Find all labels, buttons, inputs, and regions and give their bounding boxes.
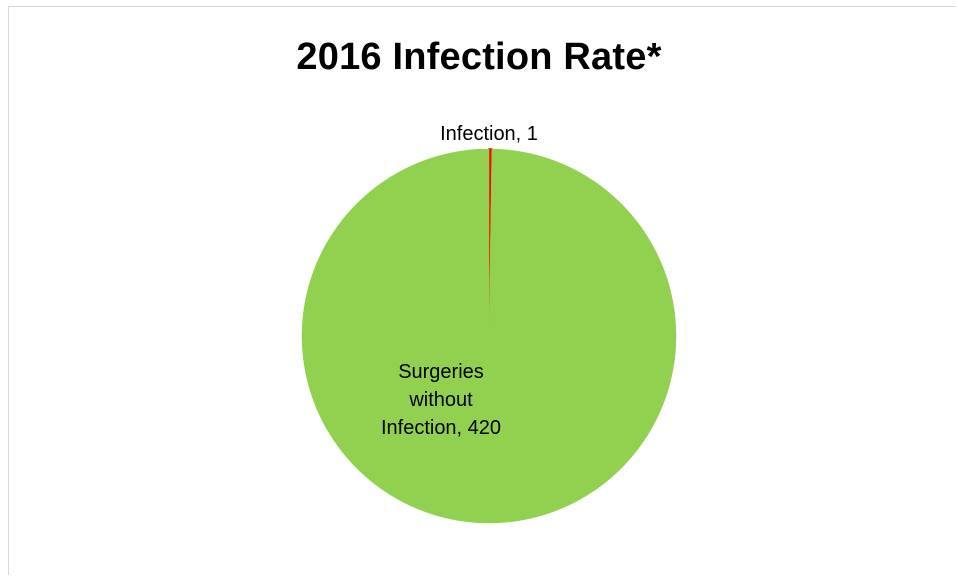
data-label-surgeries-without-infection: Surgeries without Infection, 420 bbox=[381, 361, 501, 439]
chart-title: 2016 Infection Rate* bbox=[296, 36, 662, 78]
data-label-infection: Infection, 1 bbox=[440, 123, 538, 145]
pie-slice-surgeries-without-infection bbox=[301, 148, 677, 524]
